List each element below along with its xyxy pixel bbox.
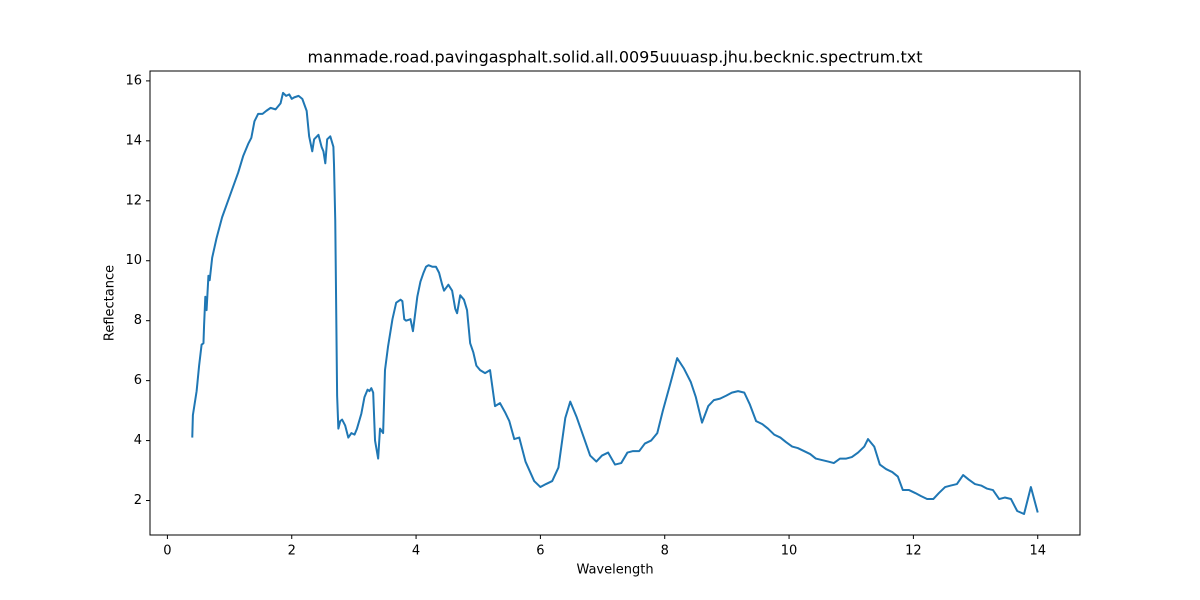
plot-frame	[149, 70, 1081, 536]
x-tick-label: 0	[163, 544, 171, 559]
x-tick-label: 14	[1029, 544, 1046, 559]
y-tick-label: 4	[134, 433, 142, 448]
x-tick-label: 8	[661, 544, 669, 559]
y-tick-label: 16	[125, 73, 142, 88]
y-tick-label: 12	[125, 193, 142, 208]
x-axis-label: Wavelength	[576, 563, 653, 578]
y-tick-label: 6	[134, 373, 142, 388]
y-axis-label: Reflectance	[103, 265, 118, 341]
x-tick-label: 2	[288, 544, 296, 559]
y-tick-label: 8	[134, 313, 142, 328]
spectrum-line	[191, 91, 1039, 516]
y-tick-label: 14	[125, 133, 142, 148]
y-tick-label: 2	[134, 493, 142, 508]
x-tick-label: 12	[905, 544, 922, 559]
x-tick-label: 10	[781, 544, 798, 559]
x-tick-label: 6	[536, 544, 544, 559]
x-tick-label: 4	[412, 544, 420, 559]
y-tick-label: 10	[125, 253, 142, 268]
chart-title: manmade.road.pavingasphalt.solid.all.009…	[307, 48, 922, 67]
